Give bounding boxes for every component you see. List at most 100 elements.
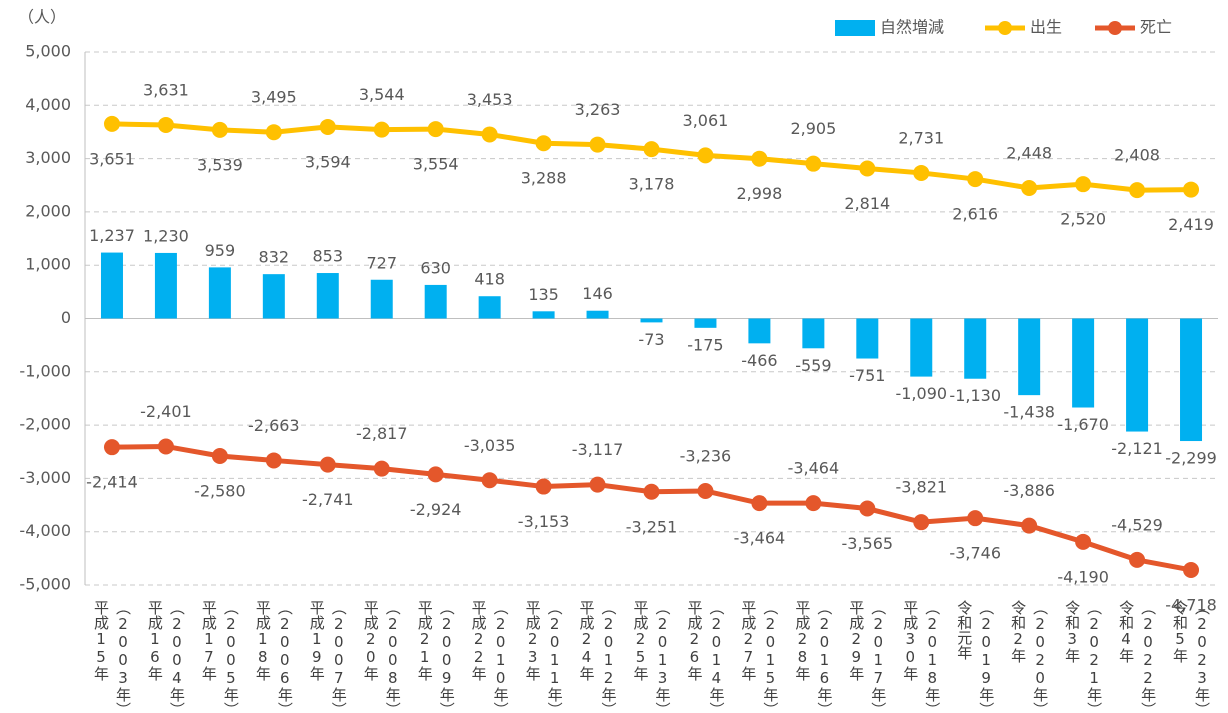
data-label: 2,448 bbox=[1006, 144, 1052, 163]
data-label: -4,190 bbox=[1057, 567, 1109, 586]
x-tick-label: 平成21年 （2009年） bbox=[415, 600, 456, 713]
data-label: -3,821 bbox=[895, 478, 947, 497]
data-label: -4,529 bbox=[1111, 515, 1163, 534]
point bbox=[481, 126, 498, 143]
point bbox=[211, 121, 228, 138]
y-tick-label: -3,000 bbox=[19, 468, 71, 487]
bar bbox=[100, 252, 123, 319]
data-label: -2,414 bbox=[86, 473, 138, 492]
data-label: -1,438 bbox=[1003, 403, 1055, 422]
bar bbox=[586, 310, 609, 319]
data-label: -2,580 bbox=[194, 482, 246, 501]
data-label: -4,718 bbox=[1165, 595, 1217, 614]
legend-swatch bbox=[998, 21, 1012, 35]
data-label: -1,130 bbox=[949, 386, 1001, 405]
point bbox=[265, 452, 282, 469]
data-label: 3,631 bbox=[143, 80, 189, 99]
data-label: 3,288 bbox=[521, 169, 567, 188]
y-tick-label: 1,000 bbox=[25, 255, 71, 274]
y-tick-label: -5,000 bbox=[19, 575, 71, 594]
point bbox=[1021, 517, 1038, 534]
x-tick-label: 平成22年 （2010年） bbox=[469, 600, 510, 713]
bar bbox=[640, 318, 663, 323]
point bbox=[805, 495, 822, 512]
data-label: -3,464 bbox=[788, 459, 840, 478]
x-tick-label: 平成25年 （2013年） bbox=[631, 600, 672, 713]
point bbox=[157, 116, 174, 133]
data-label: -2,401 bbox=[140, 402, 192, 421]
point bbox=[1021, 180, 1038, 197]
data-label: -175 bbox=[687, 335, 723, 354]
point bbox=[1129, 182, 1146, 199]
x-tick-label: 平成20年 （2008年） bbox=[361, 600, 402, 713]
point bbox=[373, 460, 390, 477]
data-label: -466 bbox=[741, 351, 777, 370]
bar bbox=[1180, 318, 1203, 442]
x-tick-label: 平成23年 （2011年） bbox=[523, 600, 564, 713]
data-label: 2,419 bbox=[1168, 215, 1214, 234]
data-label: 418 bbox=[474, 270, 505, 289]
data-label: 3,263 bbox=[575, 100, 621, 119]
data-label: -3,251 bbox=[626, 517, 678, 536]
bar bbox=[262, 274, 285, 319]
point bbox=[589, 476, 606, 493]
bar bbox=[1018, 318, 1041, 396]
data-label: 3,554 bbox=[413, 155, 459, 174]
point bbox=[913, 514, 930, 531]
point bbox=[427, 121, 444, 138]
bar bbox=[424, 284, 447, 319]
data-label: 2,905 bbox=[790, 119, 836, 138]
bar bbox=[694, 318, 717, 328]
x-tick-label: 令和元年 （2019年） bbox=[955, 600, 996, 713]
bar bbox=[910, 318, 933, 377]
x-tick-label: 令和4年 （2022年） bbox=[1117, 600, 1158, 713]
data-label: -3,153 bbox=[518, 512, 570, 531]
bar bbox=[316, 273, 339, 319]
point bbox=[859, 500, 876, 517]
x-tick-label: 平成17年 （2005年） bbox=[199, 600, 240, 713]
point bbox=[859, 160, 876, 177]
point bbox=[103, 439, 120, 456]
data-label: -3,565 bbox=[842, 534, 894, 553]
data-label: -2,121 bbox=[1111, 439, 1163, 458]
data-label: 1,230 bbox=[143, 226, 189, 245]
data-label: 3,594 bbox=[305, 152, 351, 171]
data-label: -2,299 bbox=[1165, 449, 1217, 468]
data-label: -73 bbox=[638, 330, 664, 349]
y-tick-label: 4,000 bbox=[25, 95, 71, 114]
bar bbox=[370, 279, 393, 319]
x-tick-label: 平成30年 （2018年） bbox=[901, 600, 942, 713]
point bbox=[157, 438, 174, 455]
point bbox=[1075, 176, 1092, 193]
data-label: 2,814 bbox=[844, 194, 890, 213]
data-label: -2,741 bbox=[302, 490, 354, 509]
point bbox=[913, 164, 930, 181]
data-label: -3,746 bbox=[949, 544, 1001, 563]
point bbox=[427, 466, 444, 483]
data-label: -2,663 bbox=[248, 416, 300, 435]
data-label: -2,817 bbox=[356, 424, 408, 443]
point bbox=[535, 478, 552, 495]
point bbox=[481, 472, 498, 489]
data-label: 959 bbox=[205, 241, 236, 260]
data-label: -2,924 bbox=[410, 500, 462, 519]
bar bbox=[154, 252, 177, 319]
legend-swatch bbox=[835, 20, 875, 36]
data-label: 3,453 bbox=[467, 90, 513, 109]
x-tick-label: 平成28年 （2016年） bbox=[793, 600, 834, 713]
legend-label: 出生 bbox=[1030, 18, 1062, 37]
data-label: 1,237 bbox=[89, 226, 135, 245]
point bbox=[643, 141, 660, 158]
data-label: 3,061 bbox=[683, 111, 729, 130]
point bbox=[1129, 551, 1146, 568]
data-label: 630 bbox=[420, 258, 451, 277]
point bbox=[373, 121, 390, 138]
data-label: 3,651 bbox=[89, 149, 135, 168]
point bbox=[805, 155, 822, 172]
data-label: -3,117 bbox=[572, 440, 624, 459]
x-tick-label: 平成24年 （2012年） bbox=[577, 600, 618, 713]
data-label: 2,998 bbox=[736, 184, 782, 203]
point bbox=[265, 124, 282, 141]
bar bbox=[1072, 318, 1095, 408]
point bbox=[319, 456, 336, 473]
